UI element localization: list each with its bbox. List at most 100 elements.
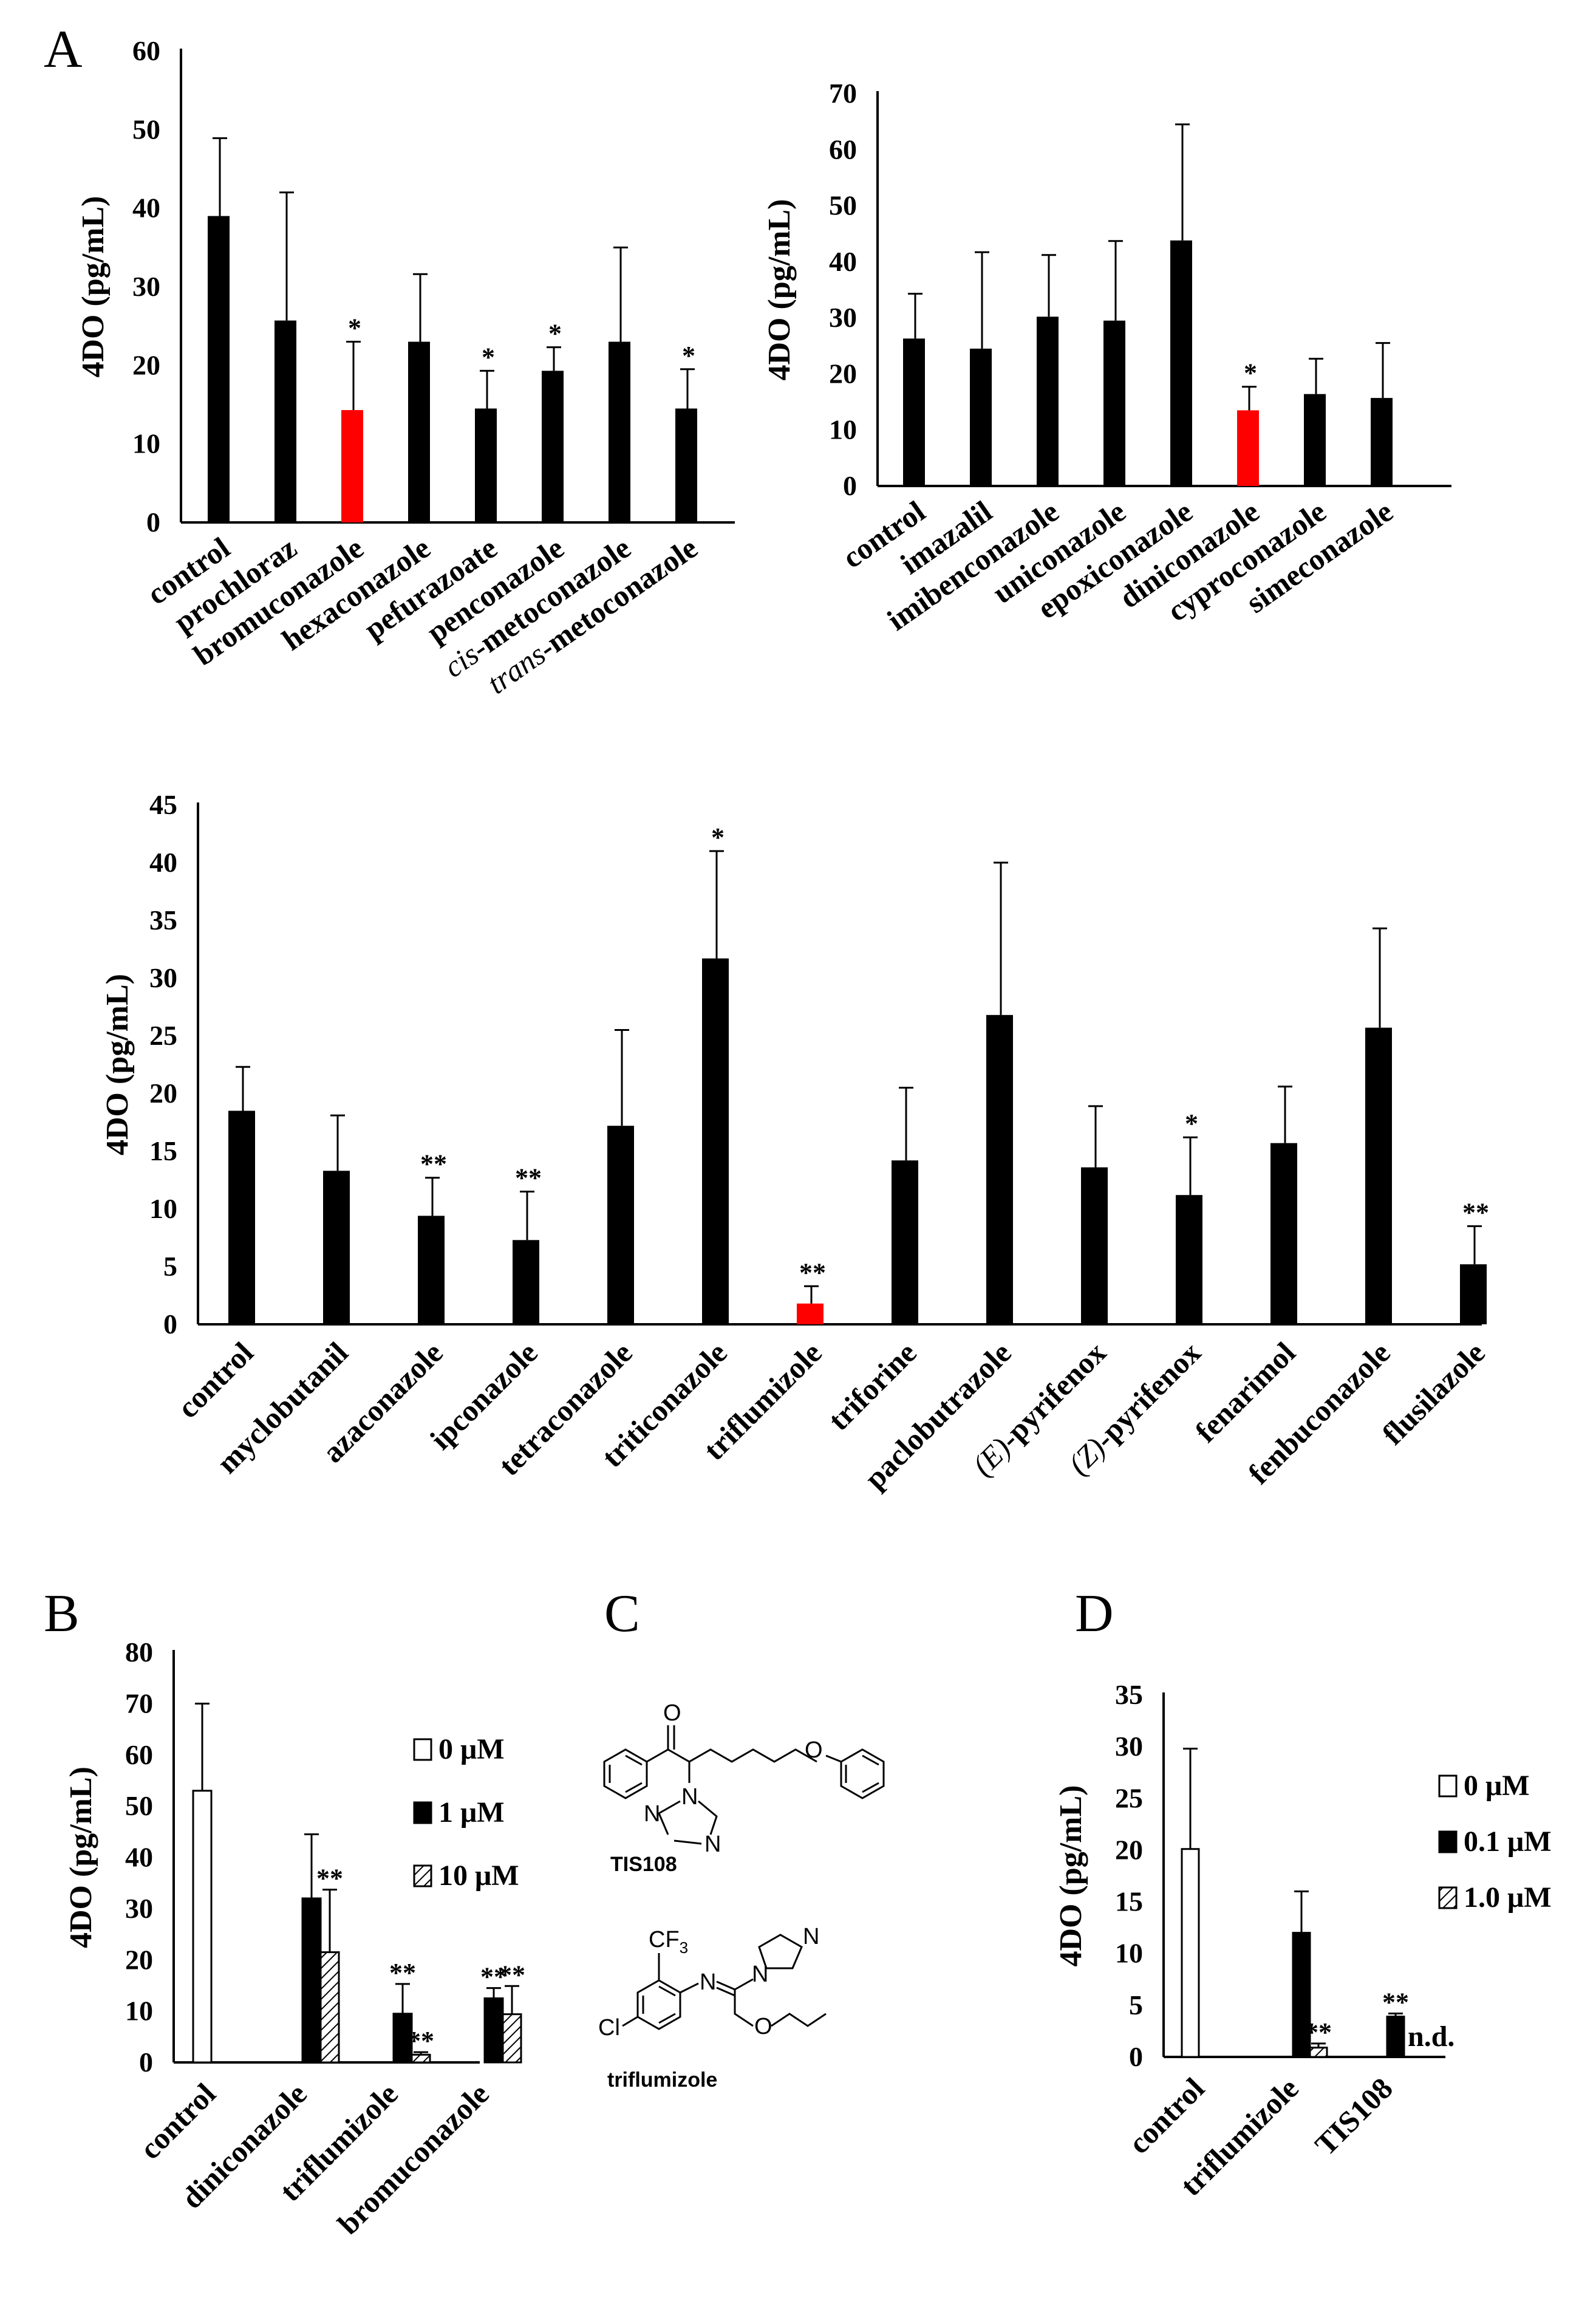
tis108-triazole-n1: N: [681, 1784, 698, 1810]
A3-y-tick-label: 5: [163, 1251, 177, 1282]
bar-control: [208, 216, 230, 522]
D-y-tick-label: 10: [1115, 1938, 1143, 1969]
significance-marker: **: [515, 1163, 542, 1193]
B-y-tick-label: 10: [125, 1996, 153, 2027]
significance-marker: **: [408, 2026, 434, 2056]
significance-marker: *: [548, 319, 562, 349]
significance-marker: *: [482, 342, 495, 372]
legend-label-0.1 μM: 0.1 μM: [1464, 1825, 1552, 1858]
bar-flusilazole: [1460, 1264, 1487, 1324]
significance-marker: **: [316, 1864, 343, 1894]
bar-fenarimol: [1270, 1143, 1297, 1324]
tis108-label: TIS108: [610, 1853, 677, 1876]
tis108-oxygen-ether: O: [805, 1737, 823, 1763]
significance-marker: *: [711, 823, 725, 852]
B-y-tick-label: 60: [125, 1739, 153, 1770]
bar-(Z)-pyrifenox: [1176, 1195, 1202, 1324]
bar-diniconazole-1 μM: [301, 1897, 322, 2064]
triflumizole-imidazole-n3: N: [803, 1924, 819, 1949]
A1-y-tick-label: 40: [132, 193, 160, 224]
panel-label-c: C: [604, 1584, 640, 1643]
A2-y-tick-label: 40: [829, 246, 857, 277]
D-y-axis-label: 4DO (pg/mL): [1054, 1785, 1088, 1967]
triflumizole-oxygen: O: [754, 2014, 772, 2039]
A3-y-tick-label: 10: [149, 1193, 177, 1224]
legend-swatch-0.1 μM: [1438, 1830, 1458, 1853]
A3-y-tick-label: 40: [149, 847, 177, 878]
tis108-triazole-n2: N: [644, 1801, 660, 1827]
A2-y-axis-label: 4DO (pg/mL): [762, 199, 797, 381]
bar-simeconazole: [1371, 398, 1393, 486]
bar-diniconazole-10 μM: [319, 1951, 340, 2064]
A1-y-tick-label: 30: [132, 271, 160, 302]
bar-TIS108-0.1 μM: [1386, 2016, 1405, 2058]
bar-paclobutrazole: [986, 1014, 1013, 1324]
B-y-tick-label: 50: [125, 1790, 153, 1821]
A3-y-tick-label: 20: [149, 1078, 177, 1109]
bar-triticonazole: [702, 958, 729, 1324]
B-y-tick-label: 70: [125, 1688, 153, 1719]
A3-y-tick-label: 35: [149, 905, 177, 936]
panel-label-d: D: [1075, 1584, 1114, 1643]
tis108-triazole-n4: N: [704, 1832, 721, 1857]
D-y-tick-label: 5: [1129, 1990, 1143, 2020]
significance-marker: *: [348, 313, 361, 343]
panel-label-a: A: [44, 20, 83, 79]
bar-hexaconazole: [408, 341, 430, 522]
significance-marker: **: [480, 1962, 507, 1992]
panel-label-b: B: [44, 1584, 80, 1643]
significance-marker: **: [389, 1958, 416, 1988]
A3-y-tick-label: 15: [149, 1135, 177, 1166]
A2-y-tick-label: 20: [829, 358, 857, 389]
A2-y-tick-label: 0: [843, 470, 857, 501]
B-y-tick-label: 20: [125, 1944, 153, 1975]
B-y-tick-label: 40: [125, 1842, 153, 1873]
triflumizole-chlorine: Cl: [598, 2015, 620, 2041]
significance-marker: *: [682, 341, 695, 371]
legend-swatch-0 μM: [1438, 1774, 1458, 1798]
A1-y-tick-label: 0: [146, 507, 160, 538]
A3-y-tick-label: 25: [149, 1020, 177, 1051]
A3-y-tick-label: 0: [163, 1309, 177, 1339]
bar-prochloraz: [275, 320, 296, 522]
A3-y-tick-label: 30: [149, 962, 177, 993]
A1-y-axis-label: 4DO (pg/mL): [76, 196, 111, 378]
bar-triflumizole-1.0 μM: [1309, 2047, 1328, 2058]
significance-marker: **: [420, 1149, 447, 1179]
significance-marker: **: [1382, 1987, 1409, 2017]
A1-y-tick-label: 10: [132, 428, 160, 459]
legend-label-1.0 μM: 1.0 μM: [1464, 1881, 1552, 1914]
significance-marker: **: [1462, 1198, 1489, 1228]
A2-y-tick-label: 50: [829, 190, 857, 221]
category-label-TIS108: TIS108: [1308, 2071, 1399, 2162]
bar-fenbuconazole: [1365, 1027, 1392, 1324]
bar-imibenconazole: [1037, 316, 1059, 486]
legend-swatch-1.0 μM: [1438, 1886, 1458, 1909]
D-y-tick-label: 30: [1115, 1731, 1143, 1762]
bar-control-0 μM: [192, 1790, 213, 2064]
D-y-tick-label: 15: [1115, 1886, 1143, 1917]
B-y-axis-label: 4DO (pg/mL): [64, 1767, 98, 1948]
bar-triflumizole-1 μM: [392, 2013, 413, 2064]
A2-y-tick-label: 70: [829, 78, 857, 109]
significance-marker: **: [499, 1960, 525, 1990]
bar-ipconazole: [513, 1240, 539, 1324]
category-label-control: control: [171, 1335, 260, 1425]
legend-label-10 μM: 10 μM: [438, 1860, 519, 1892]
significance-marker: **: [1305, 2017, 1332, 2047]
legend-swatch-0 μM: [413, 1738, 432, 1761]
category-label-control: control: [133, 2076, 222, 2166]
legend-label-0 μM: 0 μM: [438, 1733, 505, 1765]
D-y-tick-label: 20: [1115, 1834, 1143, 1865]
bar-azaconazole: [418, 1216, 445, 1324]
B-y-tick-label: 0: [139, 2047, 153, 2078]
bar-diniconazole: [1237, 410, 1259, 486]
D-y-tick-label: 0: [1129, 2041, 1143, 2072]
legend-swatch-1 μM: [413, 1801, 432, 1824]
D-y-tick-label: 25: [1115, 1782, 1143, 1813]
category-label-flusilazole: flusilazole: [1376, 1335, 1492, 1451]
